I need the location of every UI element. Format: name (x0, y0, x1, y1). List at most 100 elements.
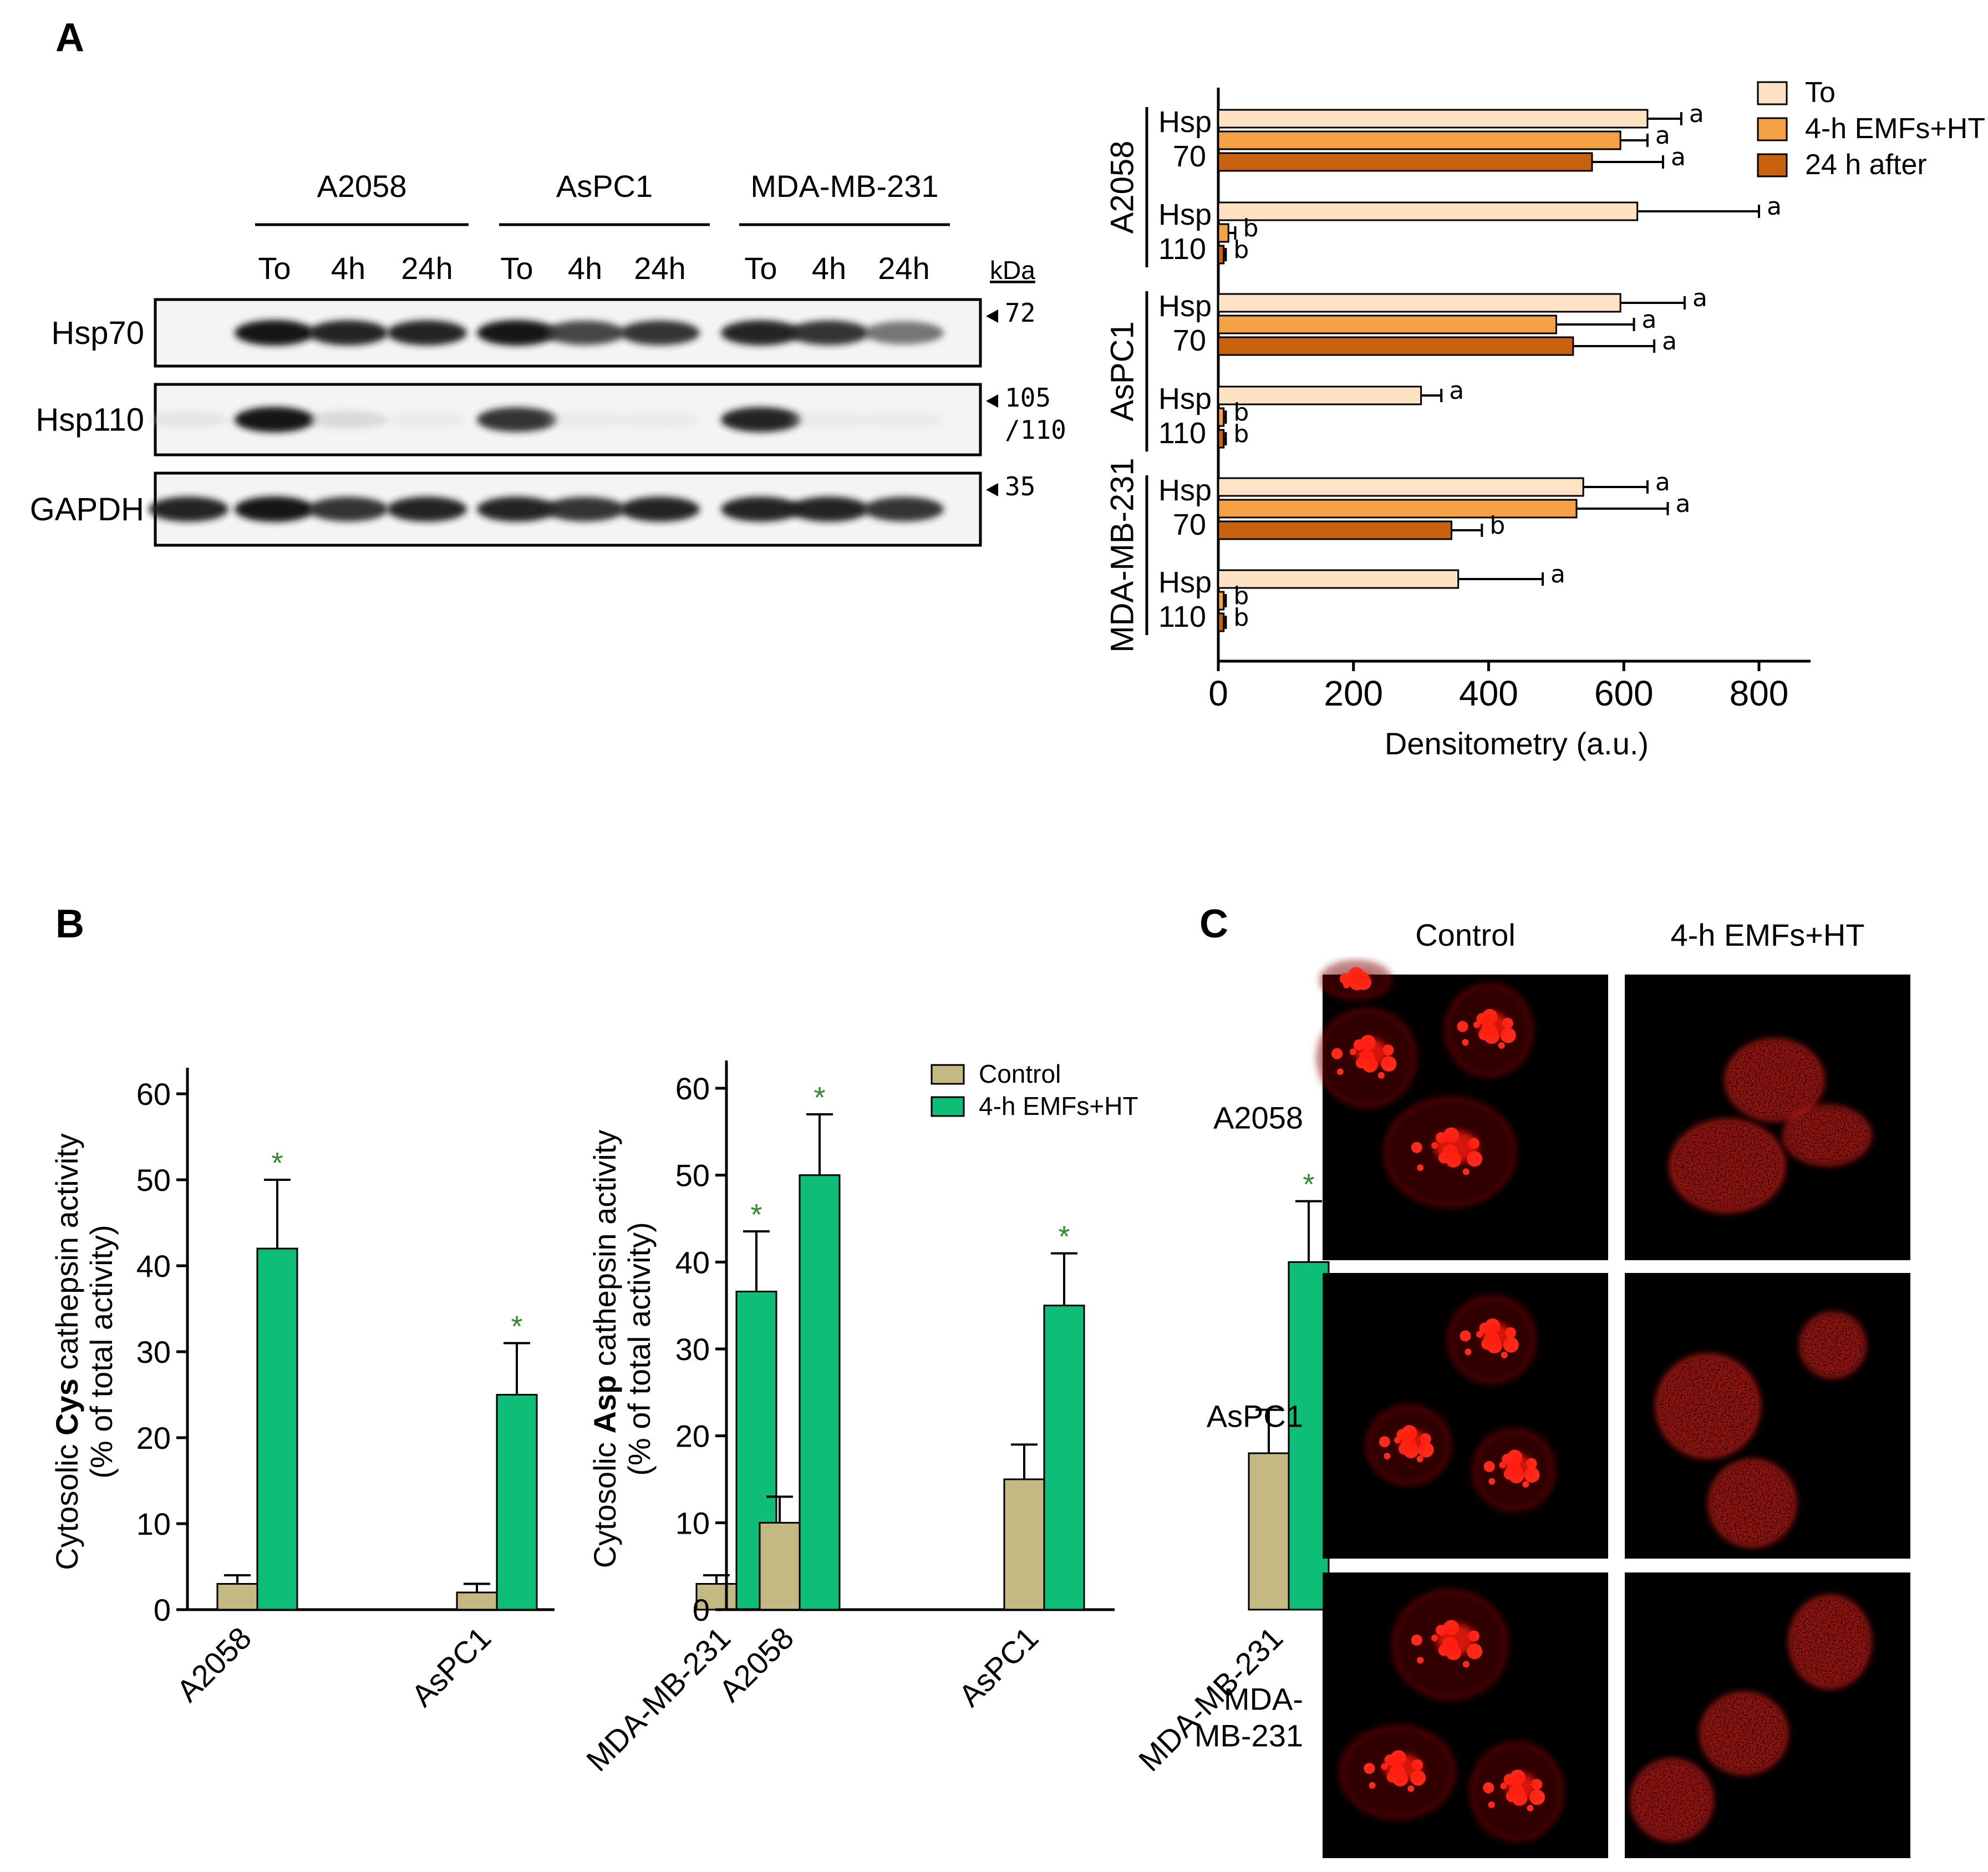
significance-star: * (1303, 1168, 1314, 1201)
significance-letter: a (1675, 490, 1690, 518)
cell-membrane (1473, 1429, 1554, 1510)
blot-group-label: A2058 (317, 169, 407, 204)
bar (1217, 130, 1621, 150)
lysosome-dot (1476, 1331, 1483, 1338)
lysosome-dot (1457, 1021, 1468, 1032)
significance-letter: b (1233, 420, 1249, 448)
blot-band (387, 496, 467, 522)
bar (496, 1394, 538, 1611)
blot-band (149, 410, 228, 429)
y-tick-label: 30 (675, 1332, 710, 1367)
bar (1217, 520, 1452, 540)
y-tick-label: 50 (136, 1163, 171, 1198)
bar (1217, 591, 1225, 611)
blot-band (721, 320, 801, 346)
x-tick-label: 0 (1208, 673, 1228, 713)
blot-lane-label: 4h (331, 251, 365, 286)
protein-label: 70 (1173, 140, 1206, 173)
blot-band (620, 496, 700, 522)
y-axis-subtitle: (% of total activity) (84, 1225, 119, 1478)
cell-speckle (1792, 1598, 1868, 1686)
legend-label: Control (979, 1059, 1061, 1088)
blot-band (545, 321, 625, 345)
micro-row-label: AsPC1 (1207, 1399, 1303, 1434)
significance-star: * (813, 1081, 825, 1114)
y-tick-label: 60 (136, 1077, 171, 1112)
protein-label: 70 (1173, 508, 1206, 541)
bar (1217, 612, 1225, 632)
lysosome-dot (1462, 1168, 1470, 1175)
blot-band (864, 321, 944, 344)
bar (1248, 1452, 1290, 1611)
y-tick-label: 0 (154, 1592, 171, 1627)
cell-speckle (1802, 1314, 1864, 1376)
bar (759, 1521, 801, 1611)
significance-letter: a (1662, 327, 1677, 356)
lysosome-dot (1384, 1453, 1391, 1460)
kda-arrow (986, 483, 998, 496)
protein-label: Hsp (1158, 382, 1212, 415)
legend-label: 4-h EMFs+HT (1805, 113, 1985, 145)
legend-swatch (1757, 153, 1788, 177)
y-axis-subtitle: (% of total activity) (622, 1222, 657, 1475)
significance-letter: a (1449, 377, 1464, 405)
lysosome-dot (1379, 1436, 1390, 1448)
micrograph (1323, 1273, 1608, 1559)
blot-band (308, 496, 388, 522)
group-label: MDA-MB-231 (1104, 458, 1140, 652)
cell-cluster (1355, 1039, 1389, 1067)
kda-marker: 35 (1005, 471, 1035, 501)
group-label: A2058 (1104, 141, 1140, 234)
significance-letter: b (1243, 214, 1258, 242)
cell-membrane (1318, 1009, 1416, 1107)
lysosome-dot (1411, 1634, 1422, 1646)
bar (1217, 336, 1574, 356)
y-axis-title-part: cathepsin activity (49, 1133, 84, 1378)
blot-lane-label: 24h (401, 251, 452, 286)
bar (1217, 201, 1639, 221)
cell-cluster (1384, 1754, 1422, 1781)
blot-band (387, 411, 467, 428)
cell-speckle (1659, 1357, 1757, 1455)
legend-swatch (1757, 81, 1788, 105)
bar (1288, 1261, 1330, 1611)
cell-cluster (1481, 1323, 1511, 1348)
blot-lane-label: To (744, 251, 777, 286)
y-axis-title-part: Cytosolic (587, 1434, 622, 1569)
x-tick-label: 800 (1730, 673, 1789, 713)
blot-group-label: MDA-MB-231 (750, 169, 938, 204)
cell-speckle (1786, 1107, 1868, 1164)
micro-row-label: A2058 (1213, 1100, 1303, 1135)
bar (1043, 1305, 1085, 1611)
micrograph (1625, 1572, 1910, 1858)
y-axis-title-part: cathepsin activity (587, 1130, 622, 1375)
micro-row-label: MDA- (1224, 1682, 1303, 1717)
cell-membrane (1340, 1726, 1455, 1818)
bar (1217, 499, 1578, 519)
blot-band (721, 496, 801, 522)
blot-band (721, 407, 801, 433)
significance-letter: a (1655, 121, 1670, 150)
lysosome-dot (1501, 1351, 1508, 1358)
bar (1217, 429, 1225, 449)
cell-membrane (1448, 1296, 1535, 1383)
cell-membrane (1471, 1743, 1563, 1840)
group-label: AsPC1 (1104, 321, 1140, 422)
bar (799, 1174, 841, 1611)
significance-letter: b (1233, 398, 1249, 427)
significance-letter: b (1233, 603, 1249, 632)
lysosome-dot (1369, 1782, 1376, 1789)
bar (1217, 477, 1584, 497)
y-tick-label: 10 (136, 1506, 171, 1541)
lysosome-dot (1488, 1478, 1496, 1485)
legend-swatch (931, 1096, 965, 1117)
lysosome-dot (1499, 1462, 1506, 1469)
legend-swatch (1757, 117, 1788, 141)
cell-cluster (1478, 1012, 1508, 1039)
blot-lane-label: 24h (878, 251, 929, 286)
significance-letter: a (1767, 192, 1782, 221)
cell-cluster (1506, 1773, 1537, 1801)
lysosome-dot (1407, 1785, 1415, 1792)
significance-letter: a (1642, 306, 1657, 334)
lysosome-dot (1411, 1142, 1422, 1153)
